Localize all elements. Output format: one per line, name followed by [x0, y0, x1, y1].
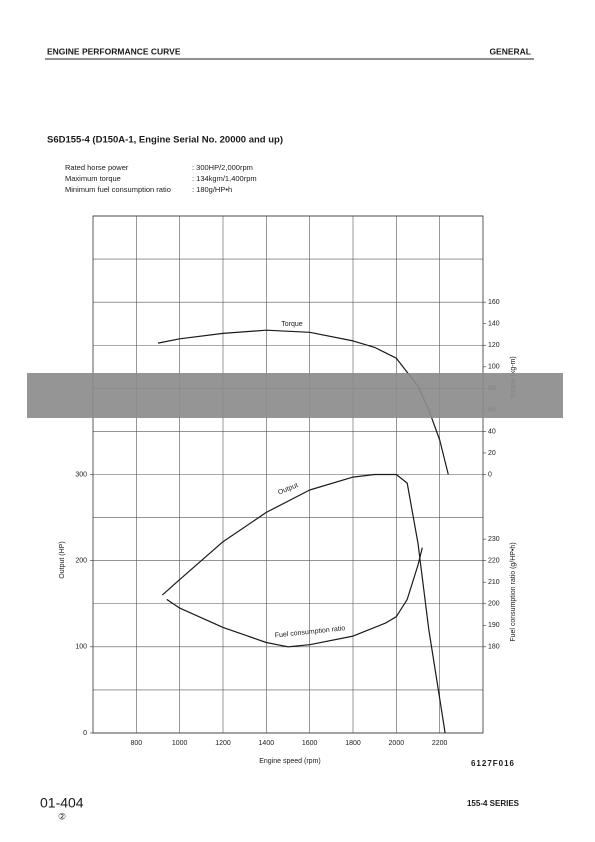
x-tick-label: 2200 — [432, 740, 448, 747]
y2-tick-label: 120 — [488, 342, 500, 349]
y-tick-label: 200 — [75, 558, 87, 565]
header-right: GENERAL — [489, 46, 531, 56]
x-tick-label: 1200 — [215, 740, 231, 747]
y-tick-label: 300 — [75, 471, 87, 478]
y2-tick-label: 0 — [488, 471, 492, 478]
x-tick-label: 1400 — [259, 740, 275, 747]
y3-tick-label: 210 — [488, 579, 500, 586]
x-axis-label: Engine speed (rpm) — [259, 758, 320, 765]
spec-value: : 180g/HP•h — [192, 185, 232, 194]
revision-mark: ② — [58, 811, 66, 821]
curve-label: Output — [277, 482, 299, 496]
x-tick-label: 800 — [130, 740, 142, 747]
spec-label: Minimum fuel consumption ratio — [65, 185, 171, 194]
y2-tick-label: 20 — [488, 450, 496, 457]
spec-value: : 134kgm/1,400rpm — [192, 174, 257, 183]
y2-tick-label: 140 — [488, 321, 500, 328]
y3-tick-label: 200 — [488, 601, 500, 608]
page-number: 01-404 — [40, 795, 84, 811]
section-title: S6D155-4 (D150A-1, Engine Serial No. 200… — [47, 135, 283, 146]
curve-label: Fuel consumption ratio — [274, 625, 345, 639]
curve-label: Torque — [281, 321, 303, 328]
y2-tick-label: 160 — [488, 299, 500, 306]
header-left: ENGINE PERFORMANCE CURVE — [47, 46, 181, 56]
y-axis-label: Output (HP) — [59, 541, 66, 578]
curve — [166, 547, 423, 648]
curve — [161, 473, 446, 734]
footer-series: 155-4 SERIES — [467, 799, 520, 808]
spec-label: Maximum torque — [65, 174, 121, 183]
x-tick-label: 1600 — [302, 740, 318, 747]
y3-tick-label: 180 — [488, 644, 500, 651]
y2-tick-label: 100 — [488, 364, 500, 371]
spec-label: Rated horse power — [65, 163, 129, 172]
y3-tick-label: 190 — [488, 622, 500, 629]
scan-band — [27, 373, 563, 418]
spec-value: : 300HP/2,000rpm — [192, 163, 253, 172]
y-tick-label: 0 — [83, 730, 87, 737]
x-tick-label: 1800 — [345, 740, 361, 747]
figure-id: 6127F016 — [471, 759, 515, 768]
y-tick-label: 100 — [75, 644, 87, 651]
y2-tick-label: 40 — [488, 428, 496, 435]
y3-axis-label: Fuel consumption ratio (g/HP•h) — [510, 542, 517, 641]
x-tick-label: 1000 — [172, 740, 188, 747]
x-tick-label: 2000 — [389, 740, 405, 747]
y3-tick-label: 220 — [488, 558, 500, 565]
y3-tick-label: 230 — [488, 536, 500, 543]
